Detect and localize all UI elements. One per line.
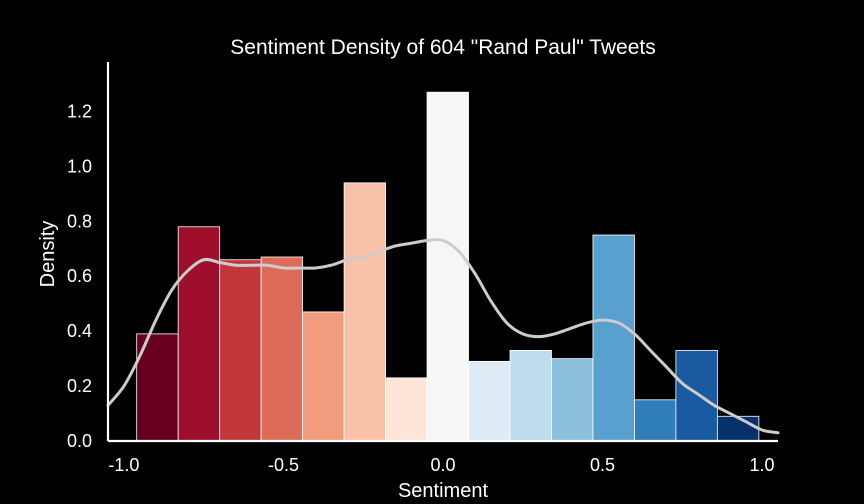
x-tick-label: -0.5	[268, 455, 299, 475]
histogram-bar-3	[219, 259, 262, 442]
x-tick-label: 0.0	[430, 455, 455, 475]
x-tick-label: -1.0	[108, 455, 139, 475]
y-tick-label: 0.2	[67, 376, 92, 396]
chart-title: Sentiment Density of 604 "Rand Paul" Twe…	[230, 36, 655, 59]
histogram-bar-7	[385, 377, 428, 442]
y-tick-label: 0.6	[67, 266, 92, 286]
y-tick-label: 0.8	[67, 211, 92, 231]
y-axis-label: Density	[37, 221, 59, 288]
histogram-bar-8	[426, 91, 469, 442]
histogram-bar-13	[634, 399, 677, 442]
histogram-bar-14	[675, 349, 718, 442]
x-tick-label: 0.5	[590, 455, 615, 475]
histogram-bar-9	[468, 360, 511, 442]
kde-curve	[106, 238, 780, 435]
histogram-bar-1	[136, 333, 179, 442]
y-tick-label: 0.0	[67, 431, 92, 451]
histogram-bar-11	[551, 358, 594, 442]
histogram-bar-5	[302, 311, 345, 442]
histogram-bar-15	[716, 415, 760, 442]
histogram-bar-12	[592, 234, 635, 442]
histogram-bar-6	[343, 182, 386, 442]
histogram-bar-10	[509, 349, 552, 442]
x-axis-ticks: -1.0 -0.5 0.0 0.5 1.0	[108, 455, 774, 475]
y-tick-label: 1.2	[67, 101, 92, 121]
histogram-bar-4	[260, 256, 304, 442]
histogram-bar-2	[177, 226, 221, 442]
bars-layer	[136, 91, 760, 442]
y-tick-label: 1.0	[67, 156, 92, 176]
x-tick-label: 1.0	[750, 455, 775, 475]
y-axis-ticks: 0.0 0.2 0.4 0.6 0.8 1.0 1.2	[67, 101, 92, 451]
x-axis-label: Sentiment	[398, 480, 488, 502]
y-tick-label: 0.4	[67, 321, 92, 341]
